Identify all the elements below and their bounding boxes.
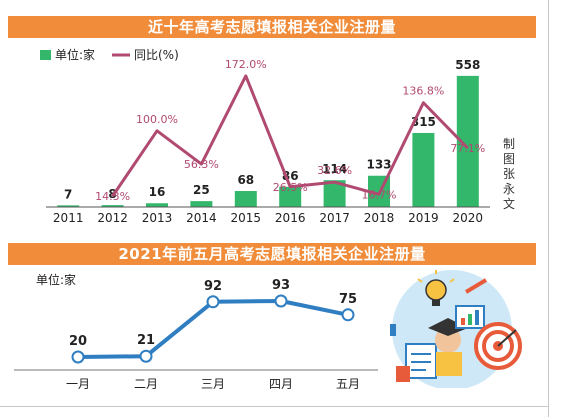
chart1-credit: 制图张永文 [502, 137, 515, 211]
legend-line-label: 同比(%) [134, 48, 179, 62]
chart2-point [206, 295, 220, 309]
chart1-ratio-label: 77.1% [450, 142, 485, 155]
chart1-x-tick-label: 2016 [275, 211, 306, 225]
chart1-ratio-label: 16.7% [362, 188, 397, 201]
chart2-point [71, 350, 85, 364]
chart1-x-tick-label: 2017 [319, 211, 350, 225]
right-border-line [548, 0, 549, 417]
chart1-ratio-label: 100.0% [136, 113, 178, 126]
chart1-bar-label: 133 [366, 158, 391, 172]
chart1-x-tick-label: 2020 [453, 211, 484, 225]
chart1-ratio-label: 26.5% [273, 181, 308, 194]
chart2-title-banner: 2021年前五月高考志愿填报相关企业注册量 [8, 243, 536, 265]
chart2-point [139, 349, 153, 363]
chart1-bar [146, 203, 168, 207]
chart1-bar-label: 25 [193, 183, 210, 197]
chart2-point-label: 92 [204, 279, 222, 294]
chart2-x-tick-label: 五月 [336, 377, 360, 391]
chart2-point-label: 93 [272, 278, 290, 293]
chart1-ratio-label: 14.3% [95, 190, 130, 203]
chart1-bar [190, 201, 213, 207]
chart1-ratio-label: 32.6% [317, 164, 352, 177]
chart2-x-tick-label: 一月 [66, 377, 90, 391]
chart1-title-banner: 近十年高考志愿填报相关企业注册量 [8, 16, 536, 38]
chart1-bar [101, 205, 124, 207]
chart1-bar-label: 558 [455, 58, 480, 72]
chart1-legend: 单位:家 同比(%) [40, 47, 179, 62]
chart2-series-line [77, 299, 349, 359]
chart1-ratio-line [111, 74, 469, 197]
legend-bar-swatch [40, 50, 51, 60]
chart1-bar [412, 132, 435, 207]
chart1-ratio-label: 172.0% [225, 58, 267, 71]
education-illustration [390, 270, 522, 388]
chart2-x-tick-label: 四月 [269, 377, 293, 391]
chart1-ratio-label: 56.3% [184, 158, 219, 171]
chart2-line: 单位:家 20 21 92 93 75 一月 二月 三月 四月 五月 [14, 272, 378, 391]
chart2-x-tick-label: 三月 [201, 377, 225, 391]
chart1-x-tick-label: 2012 [97, 211, 128, 225]
chart1-x-tick-label: 2015 [231, 211, 262, 225]
chart1-bar [323, 180, 346, 207]
chart2-x-tick-label: 二月 [134, 377, 158, 391]
chart2-point-label: 20 [69, 334, 87, 349]
chart1-bar [456, 75, 479, 208]
chart2-point [341, 308, 355, 322]
chart1-bar-label: 114 [322, 162, 347, 176]
chart1-bar [57, 205, 80, 207]
bottom-border-line [0, 406, 549, 407]
chart1-x-tick-label: 2019 [408, 211, 439, 225]
chart1-x-tick-label: 2018 [364, 211, 395, 225]
legend-bar-label: 单位:家 [55, 47, 95, 62]
chart1-bar-label: 7 [64, 187, 72, 201]
chart1-ratio-label: 136.8% [402, 85, 444, 98]
chart2-point-label: 75 [339, 292, 357, 307]
chart2-point-label: 21 [137, 333, 155, 348]
chart2-point [274, 294, 288, 308]
chart1-bar [234, 191, 257, 207]
chart1-x-tick-label: 2013 [142, 211, 173, 225]
chart1-bar-label: 16 [149, 185, 166, 199]
chart1-x-tick-label: 2011 [53, 211, 84, 225]
chart1-bar-label: 68 [237, 173, 254, 187]
chart2-unit-label: 单位:家 [36, 272, 76, 287]
chart1-bar [279, 186, 302, 207]
chart1-x-tick-label: 2014 [186, 211, 217, 225]
